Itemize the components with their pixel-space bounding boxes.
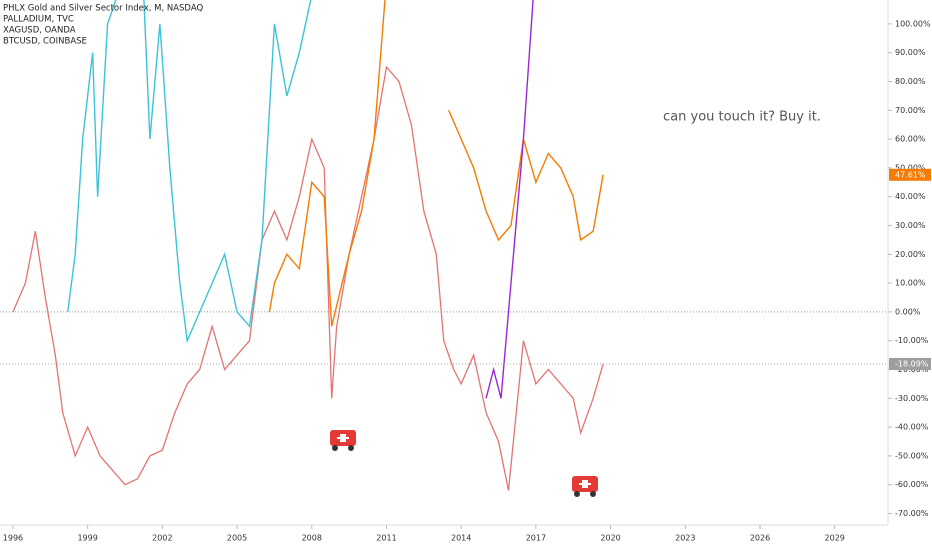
y-tick-label: -70.00% [895, 509, 929, 518]
legend-entry: BTCUSD, COINBASE [3, 37, 87, 47]
x-tick-label: 1996 [3, 534, 23, 543]
y-tick-label: 70.00% [895, 106, 926, 115]
price-badge [889, 168, 931, 181]
price-badge-label: 47.61% [895, 170, 926, 179]
y-tick-label: 50.00% [895, 163, 926, 172]
y-tick-label: 30.00% [895, 221, 926, 230]
x-tick-label: 2005 [227, 534, 247, 543]
series-line [67, 0, 312, 344]
y-tick-label: 20.00% [895, 250, 926, 259]
legend-entry: PHLX Gold and Silver Sector Index, M, NA… [3, 4, 203, 14]
x-tick-label: 2014 [451, 534, 471, 543]
y-tick-label: -10.00% [895, 336, 929, 345]
y-tick-label: 40.00% [895, 192, 926, 201]
annotation: can you touch it? Buy it. [663, 110, 821, 125]
ambulance-icon [330, 430, 356, 451]
y-tick-label: 60.00% [895, 135, 926, 144]
y-tick-label: -60.00% [895, 480, 929, 489]
ambulance-icon [572, 476, 598, 497]
y-tick-label: 90.00% [895, 48, 926, 57]
series-line [12, 65, 604, 491]
legend-entry: PALLADIUM, TVC [3, 15, 74, 25]
x-tick-label: 2029 [825, 534, 845, 543]
x-tick-label: 2023 [675, 534, 695, 543]
y-tick-label: -30.00% [895, 394, 929, 403]
x-tick-label: 2011 [376, 534, 396, 543]
x-tick-label: 2002 [152, 534, 172, 543]
y-tick-label: 0.00% [895, 307, 921, 316]
series-line [268, 0, 386, 327]
y-tick-label: 10.00% [895, 279, 926, 288]
y-tick-label: 100.00% [895, 19, 931, 28]
x-tick-label: 2020 [600, 534, 620, 543]
x-tick-label: 1999 [77, 534, 97, 543]
legend-entry: XAGUSD, OANDA [3, 26, 76, 36]
plot-area [12, 0, 604, 491]
y-tick-label: 80.00% [895, 77, 926, 86]
x-tick-label: 2017 [526, 534, 546, 543]
series-line [485, 0, 534, 399]
y-tick-label: -40.00% [895, 423, 929, 432]
y-tick-label: -50.00% [895, 451, 929, 460]
price-badge [889, 357, 931, 370]
price-badge-label: -18.09% [895, 359, 929, 368]
x-tick-label: 2026 [750, 534, 770, 543]
series-line [448, 110, 604, 242]
x-tick-label: 2008 [302, 534, 322, 543]
